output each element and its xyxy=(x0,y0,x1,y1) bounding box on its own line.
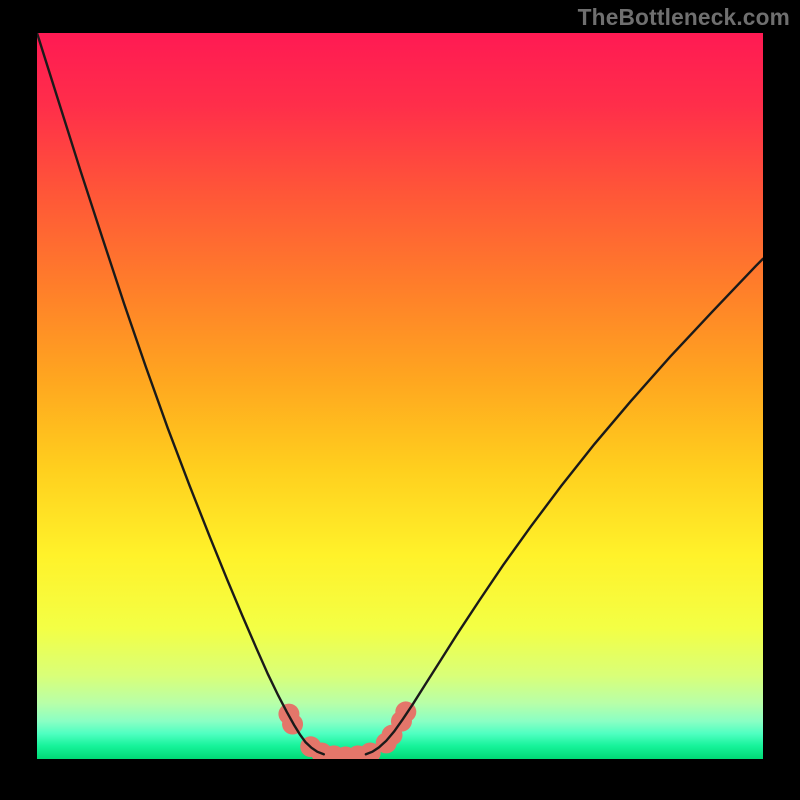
plot-area xyxy=(37,33,763,767)
curve-left xyxy=(37,33,324,754)
watermark-text: TheBottleneck.com xyxy=(578,4,790,31)
curve-right xyxy=(366,259,763,754)
black-frame: TheBottleneck.com xyxy=(0,0,800,800)
curve-layer xyxy=(37,33,763,759)
